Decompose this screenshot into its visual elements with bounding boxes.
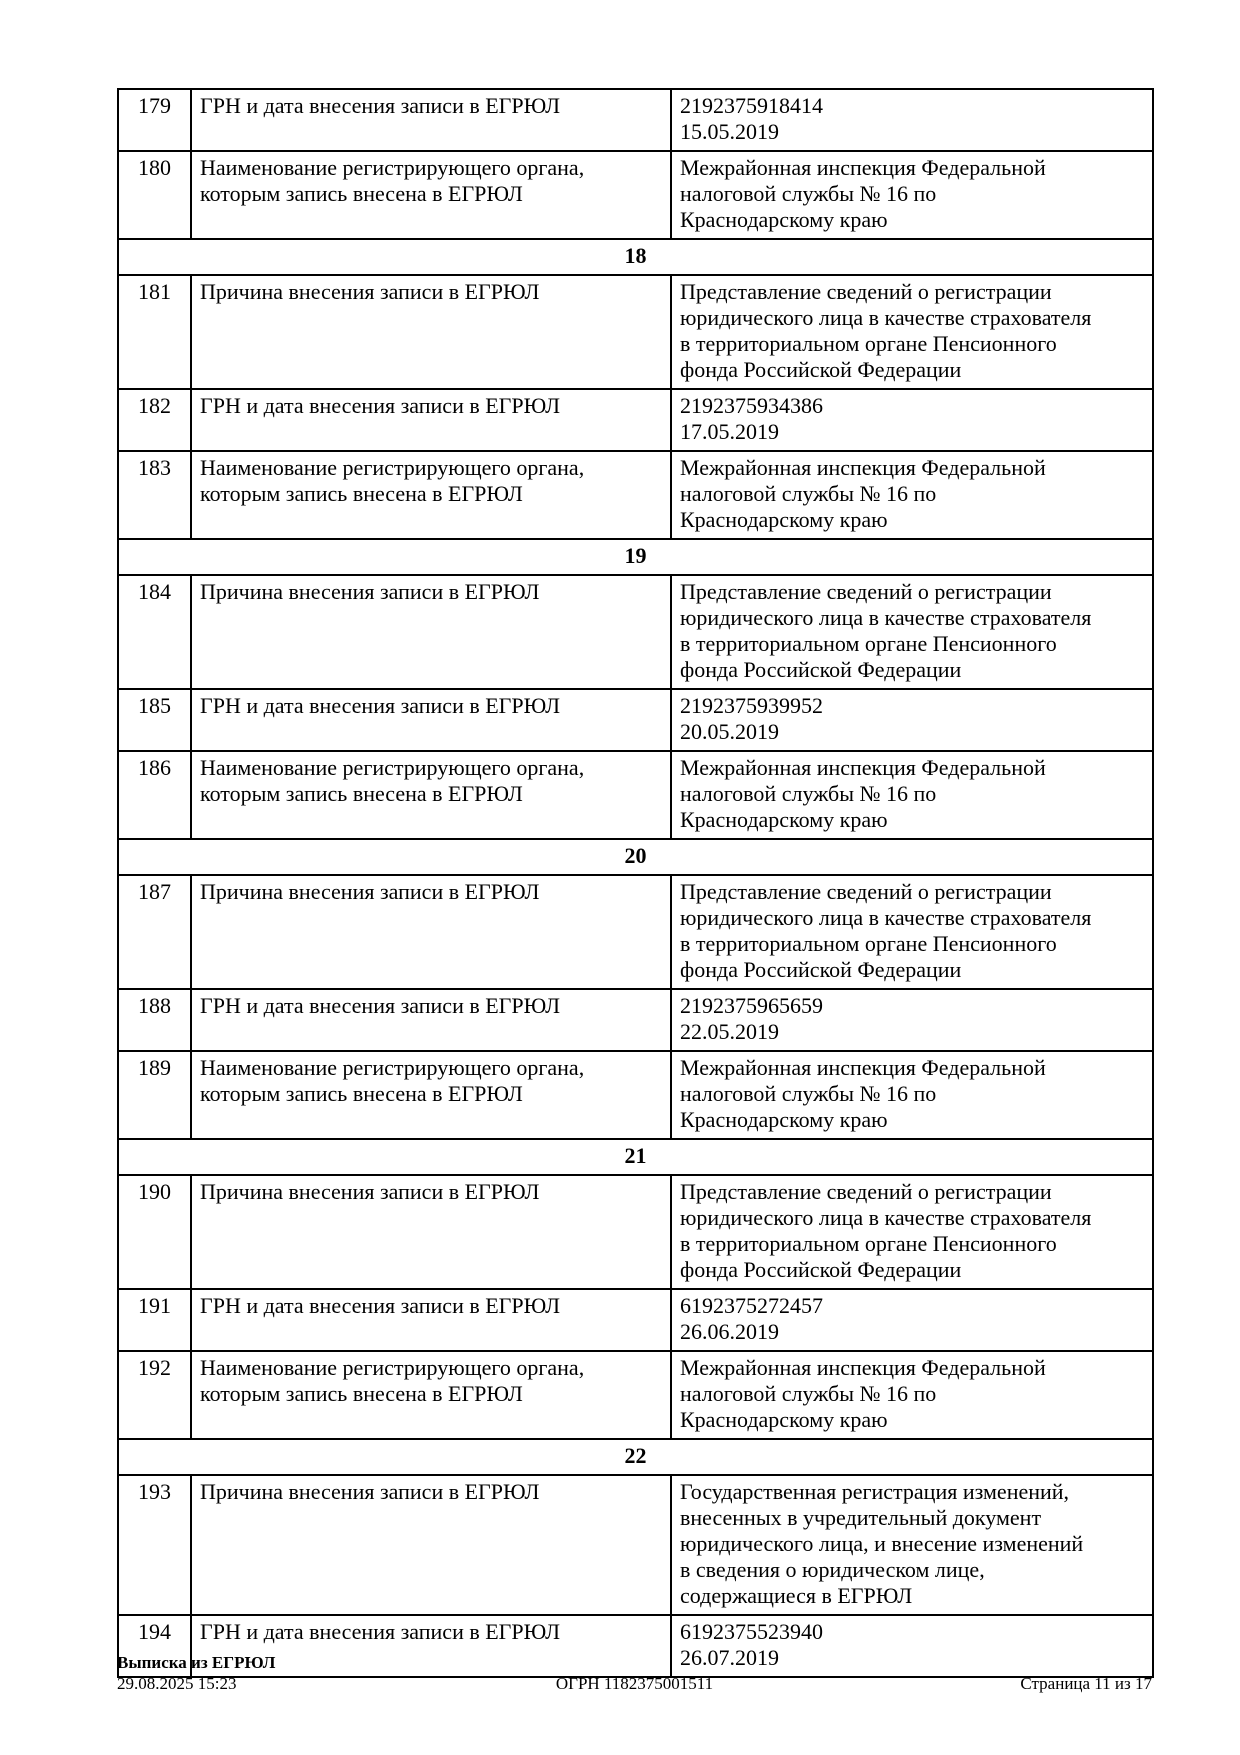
field-value-cell: Межрайонная инспекция Федеральной налого…: [670, 150, 1154, 240]
row-number-cell: 179: [117, 88, 192, 152]
field-value-cell: Государственная регистрация изменений, в…: [670, 1474, 1154, 1616]
field-value-cell: 2192375934386 17.05.2019: [670, 388, 1154, 452]
table-row: 189 Наименование регистрирующего органа, …: [117, 1050, 1154, 1140]
field-value-cell: Межрайонная инспекция Федеральной налого…: [670, 750, 1154, 840]
section-header-row: 22: [117, 1438, 1154, 1476]
row-number-cell: 188: [117, 988, 192, 1052]
table-row: 188 ГРН и дата внесения записи в ЕГРЮЛ 219…: [117, 988, 1154, 1052]
page-footer: Выписка из ЕГРЮЛ 29.08.2025 15:23 ОГРН 1…: [117, 1650, 1152, 1694]
field-value-cell: Представление сведений о регистрации юри…: [670, 1174, 1154, 1290]
section-number: 21: [117, 1138, 1154, 1176]
table-row: 186 Наименование регистрирующего органа, …: [117, 750, 1154, 840]
row-number-cell: 185: [117, 688, 192, 752]
section-number: 18: [117, 238, 1154, 276]
table-row: 182 ГРН и дата внесения записи в ЕГРЮЛ 219…: [117, 388, 1154, 452]
row-number-cell: 187: [117, 874, 192, 990]
table-row: 191 ГРН и дата внесения записи в ЕГРЮЛ 619…: [117, 1288, 1154, 1352]
row-number-cell: 182: [117, 388, 192, 452]
field-label-cell: Причина внесения записи в ЕГРЮЛ: [190, 874, 672, 990]
field-label-cell: Причина внесения записи в ЕГРЮЛ: [190, 1474, 672, 1616]
table-row: 190 Причина внесения записи в ЕГРЮЛ Предст…: [117, 1174, 1154, 1290]
field-label-cell: Наименование регистрирующего органа, кот…: [190, 1050, 672, 1140]
table-row: 192 Наименование регистрирующего органа, …: [117, 1350, 1154, 1440]
field-label-cell: Наименование регистрирующего органа, кот…: [190, 450, 672, 540]
field-value-cell: Представление сведений о регистрации юри…: [670, 274, 1154, 390]
field-label-cell: Причина внесения записи в ЕГРЮЛ: [190, 274, 672, 390]
row-number-cell: 183: [117, 450, 192, 540]
table-row: 179 ГРН и дата внесения записи в ЕГРЮЛ 219…: [117, 88, 1154, 152]
field-value-cell: 2192375939952 20.05.2019: [670, 688, 1154, 752]
field-value-cell: Межрайонная инспекция Федеральной налого…: [670, 450, 1154, 540]
footer-document-title: Выписка из ЕГРЮЛ: [117, 1653, 276, 1672]
table-row: 180 Наименование регистрирующего органа, …: [117, 150, 1154, 240]
row-number-cell: 190: [117, 1174, 192, 1290]
row-number-cell: 180: [117, 150, 192, 240]
field-value-cell: 2192375965659 22.05.2019: [670, 988, 1154, 1052]
field-value-cell: Межрайонная инспекция Федеральной налого…: [670, 1350, 1154, 1440]
field-label-cell: ГРН и дата внесения записи в ЕГРЮЛ: [190, 1288, 672, 1352]
footer-left-block: Выписка из ЕГРЮЛ 29.08.2025 15:23: [117, 1652, 275, 1694]
row-number-cell: 191: [117, 1288, 192, 1352]
section-number: 20: [117, 838, 1154, 876]
field-label-cell: ГРН и дата внесения записи в ЕГРЮЛ: [190, 388, 672, 452]
table-row: 185 ГРН и дата внесения записи в ЕГРЮЛ 219…: [117, 688, 1154, 752]
row-number-cell: 189: [117, 1050, 192, 1140]
section-header-row: 19: [117, 538, 1154, 576]
field-label-cell: Наименование регистрирующего органа, кот…: [190, 150, 672, 240]
footer-ogrn: ОГРН 1182375001511: [555, 1674, 714, 1693]
field-value-cell: Представление сведений о регистрации юри…: [670, 874, 1154, 990]
row-number-cell: 192: [117, 1350, 192, 1440]
field-label-cell: ГРН и дата внесения записи в ЕГРЮЛ: [190, 88, 672, 152]
field-value-cell: 6192375272457 26.06.2019: [670, 1288, 1154, 1352]
row-number-cell: 193: [117, 1474, 192, 1616]
field-value-cell: Межрайонная инспекция Федеральной налого…: [670, 1050, 1154, 1140]
section-number: 22: [117, 1438, 1154, 1476]
table-row: 187 Причина внесения записи в ЕГРЮЛ Предст…: [117, 874, 1154, 990]
field-label-cell: Наименование регистрирующего органа, кот…: [190, 1350, 672, 1440]
table-row: 193 Причина внесения записи в ЕГРЮЛ Госуда…: [117, 1474, 1154, 1616]
field-label-cell: ГРН и дата внесения записи в ЕГРЮЛ: [190, 688, 672, 752]
row-number-cell: 184: [117, 574, 192, 690]
table-row: 181 Причина внесения записи в ЕГРЮЛ Предст…: [117, 274, 1154, 390]
field-value-cell: 6192375523940 26.07.2019: [670, 1614, 1154, 1678]
footer-timestamp: 29.08.2025 15:23: [117, 1674, 237, 1693]
field-label-cell: ГРН и дата внесения записи в ЕГРЮЛ: [190, 988, 672, 1052]
row-number-cell: 194: [117, 1614, 192, 1678]
field-label-cell: Причина внесения записи в ЕГРЮЛ: [190, 1174, 672, 1290]
field-label-cell: Наименование регистрирующего органа, кот…: [190, 750, 672, 840]
section-header-row: 18: [117, 238, 1154, 276]
table-row: 194 ГРН и дата внесения записи в ЕГРЮЛ 619…: [117, 1614, 1154, 1678]
field-label-cell: ГРН и дата внесения записи в ЕГРЮЛ: [190, 1614, 672, 1678]
field-label-cell: Причина внесения записи в ЕГРЮЛ: [190, 574, 672, 690]
table-body: 179 ГРН и дата внесения записи в ЕГРЮЛ 219…: [117, 88, 1154, 1678]
section-header-row: 21: [117, 1138, 1154, 1176]
table-row: 184 Причина внесения записи в ЕГРЮЛ Предст…: [117, 574, 1154, 690]
row-number-cell: 181: [117, 274, 192, 390]
table-row: 183 Наименование регистрирующего органа, …: [117, 450, 1154, 540]
egrul-records-table: 179 ГРН и дата внесения записи в ЕГРЮЛ 219…: [117, 88, 1154, 1678]
section-number: 19: [117, 538, 1154, 576]
field-value-cell: 2192375918414 15.05.2019: [670, 88, 1154, 152]
footer-page-number: Страница 11 из 17: [1020, 1674, 1152, 1693]
row-number-cell: 186: [117, 750, 192, 840]
field-value-cell: Представление сведений о регистрации юри…: [670, 574, 1154, 690]
section-header-row: 20: [117, 838, 1154, 876]
